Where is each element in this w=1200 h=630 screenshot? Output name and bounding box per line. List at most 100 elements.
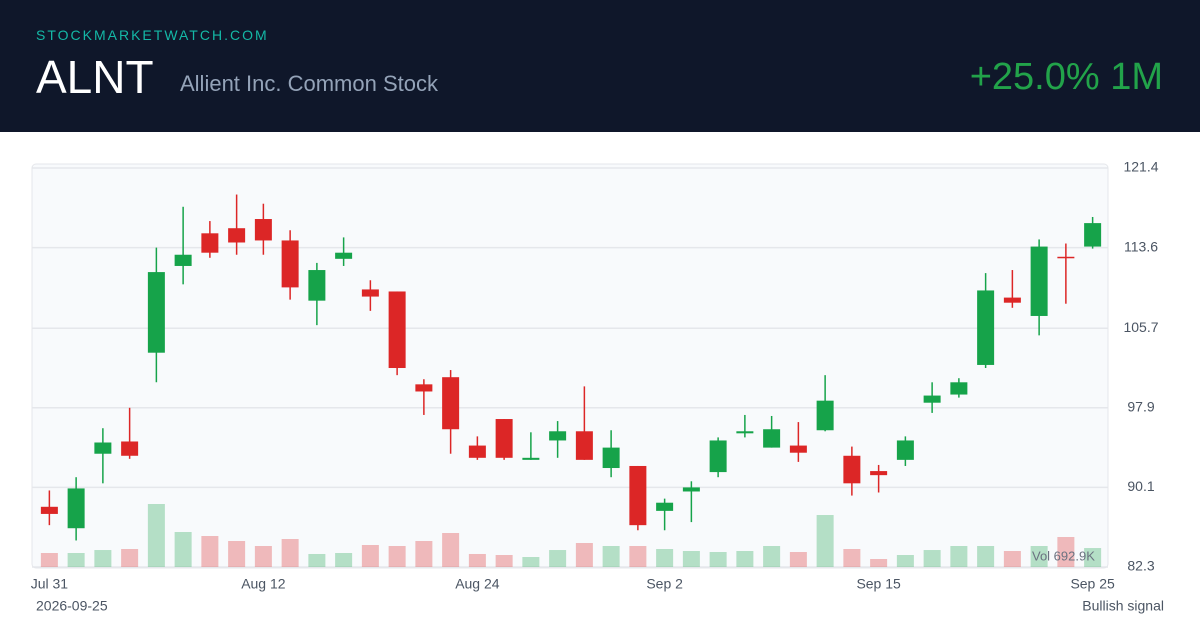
volume-bar xyxy=(522,557,540,567)
candle-body xyxy=(736,431,754,434)
candle-body xyxy=(1084,223,1102,247)
volume-bar xyxy=(1084,548,1102,567)
site-name: STOCKMARKETWATCH.COM xyxy=(36,27,269,43)
volume-bar xyxy=(415,541,433,567)
candle-body xyxy=(1030,246,1048,316)
volume-bar xyxy=(495,555,513,567)
candle-body xyxy=(656,502,674,511)
volume-bar xyxy=(281,539,299,567)
candle-body xyxy=(870,471,888,476)
volume-bar xyxy=(40,553,58,567)
x-tick-label: Jul 31 xyxy=(31,576,69,592)
volume-bar xyxy=(67,553,85,567)
company-name: Allient Inc. Common Stock xyxy=(180,71,438,96)
y-tick-label: 105.7 xyxy=(1123,319,1158,335)
volume-bar xyxy=(709,551,727,567)
volume-bar xyxy=(201,535,219,567)
candle-body xyxy=(147,272,165,353)
candle-body xyxy=(682,487,700,492)
x-tick-label: Sep 2 xyxy=(646,576,683,592)
x-tick-label: Sep 25 xyxy=(1070,576,1115,592)
date: 2026-09-25 xyxy=(36,598,108,614)
candle-body xyxy=(254,219,272,241)
volume-bar xyxy=(629,545,647,567)
candle-body xyxy=(1057,256,1075,259)
volume-bar xyxy=(308,553,326,567)
candle-body xyxy=(388,291,406,369)
candle-body xyxy=(923,395,941,403)
volume-bar xyxy=(442,533,460,567)
candle-body xyxy=(415,384,433,392)
volume-bar xyxy=(228,541,246,567)
candle-body xyxy=(816,400,834,431)
y-tick-label: 97.9 xyxy=(1127,399,1154,415)
candle-body xyxy=(495,419,513,458)
candle-body xyxy=(335,252,353,259)
candle-body xyxy=(549,431,567,441)
candle-body xyxy=(763,429,781,448)
y-tick-label: 121.4 xyxy=(1123,159,1158,175)
candle-body xyxy=(308,270,326,301)
volume-bar xyxy=(602,545,620,567)
volume-bar xyxy=(816,515,834,567)
candle-body xyxy=(709,440,727,473)
candle-body xyxy=(121,441,139,456)
candle-body xyxy=(468,445,486,458)
candle-body xyxy=(1003,297,1021,303)
volume-bar xyxy=(977,545,995,567)
volume-bar xyxy=(656,549,674,567)
y-tick-label: 82.3 xyxy=(1127,558,1154,574)
plot-area xyxy=(31,163,1109,569)
candle-body xyxy=(174,254,192,266)
volume-bar xyxy=(896,555,914,567)
volume-bar xyxy=(789,551,807,567)
volume-bar xyxy=(950,545,968,567)
volume-bar xyxy=(121,549,139,567)
candle-body xyxy=(361,289,379,297)
candle-body xyxy=(228,228,246,243)
volume-bar xyxy=(549,550,567,567)
candle-body xyxy=(575,431,593,460)
candle-body xyxy=(789,445,807,453)
volume-bar xyxy=(682,551,700,567)
candle-body xyxy=(442,377,460,430)
volume-label: Vol 692.9K xyxy=(1032,548,1095,563)
price-change: +25.0% 1M xyxy=(969,56,1163,98)
candle-body xyxy=(843,455,861,484)
candle-body xyxy=(977,290,995,365)
volume-bar xyxy=(870,559,888,567)
candle-body xyxy=(629,465,647,526)
candle-body xyxy=(94,442,112,454)
volume-bar xyxy=(94,550,112,567)
volume-bar xyxy=(575,543,593,567)
candle-body xyxy=(40,506,58,514)
volume-bar xyxy=(147,504,165,567)
signal: Bullish signal xyxy=(1082,598,1164,614)
volume-bar xyxy=(468,553,486,567)
volume-bar xyxy=(763,545,781,567)
candle-body xyxy=(281,240,299,288)
x-tick-label: Sep 15 xyxy=(856,576,901,592)
candle-body xyxy=(67,488,85,529)
volume-bar xyxy=(736,551,754,567)
volume-bar xyxy=(335,553,353,567)
candle-body xyxy=(201,233,219,253)
ticker: ALNT xyxy=(36,51,154,103)
candle-body xyxy=(950,382,968,395)
volume-bar xyxy=(388,545,406,567)
volume-bar xyxy=(1057,537,1075,567)
y-tick-label: 113.6 xyxy=(1124,238,1158,254)
volume-bar xyxy=(254,545,272,567)
y-tick-label: 90.1 xyxy=(1127,478,1154,494)
x-tick-label: Aug 12 xyxy=(241,576,286,592)
volume-bar xyxy=(923,550,941,567)
volume-bar xyxy=(1030,545,1048,567)
candle-body xyxy=(896,440,914,460)
candle-body xyxy=(602,447,620,469)
volume-bar xyxy=(361,545,379,567)
candle-body xyxy=(522,457,540,460)
header: STOCKMARKETWATCH.COM ALNT Allient Inc. C… xyxy=(0,0,1200,132)
volume-bar xyxy=(843,549,861,567)
